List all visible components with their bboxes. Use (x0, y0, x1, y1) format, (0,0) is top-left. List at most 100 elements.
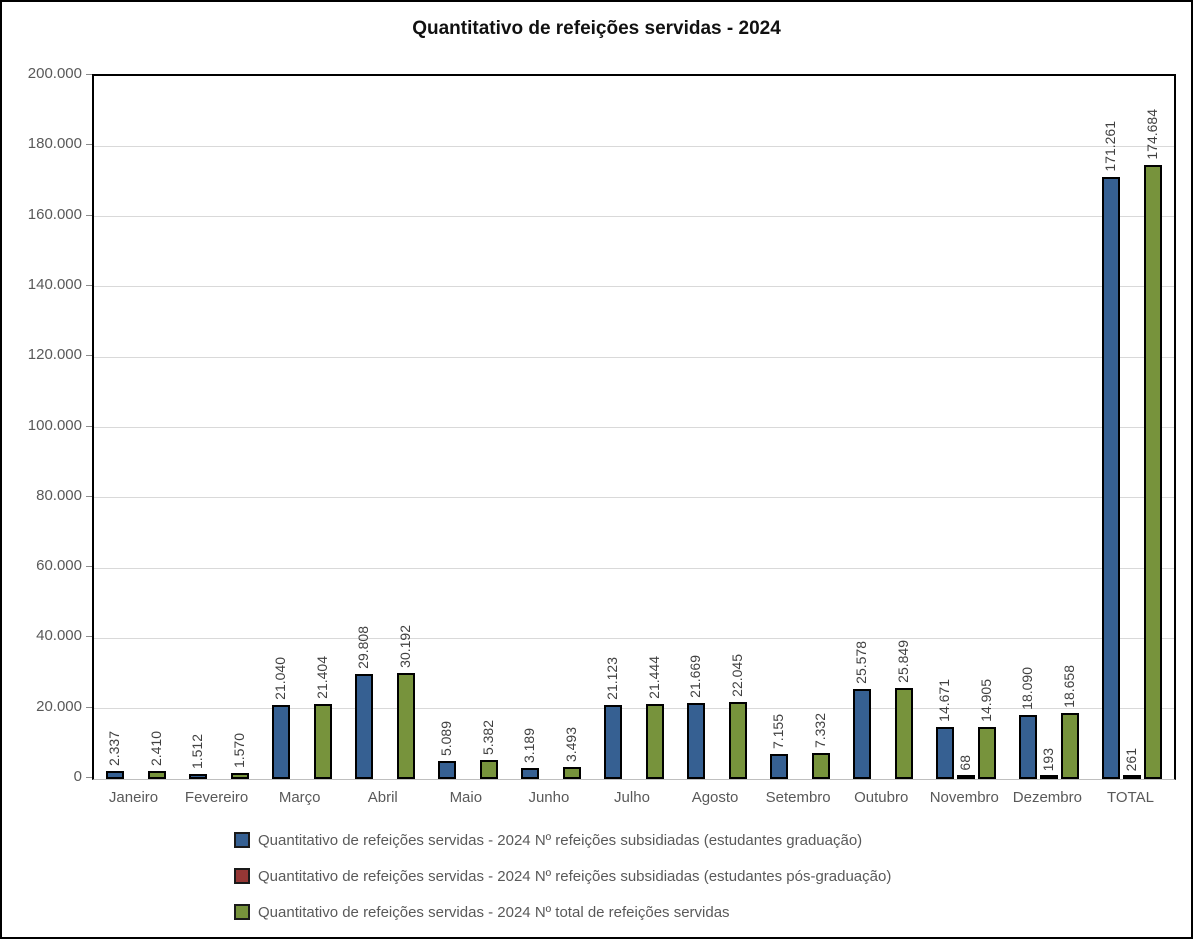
y-axis-label: 120.000 (27, 346, 82, 364)
bar-series-3 (313, 704, 332, 779)
bar-series-3 (646, 704, 664, 779)
legend-label: Quantitativo de refeições servidas - 202… (258, 903, 730, 921)
y-axis-label: 60.000 (36, 557, 82, 575)
data-label: 21.444 (646, 656, 662, 699)
gridline (94, 708, 1174, 710)
y-axis-label: 180.000 (27, 135, 82, 153)
y-axis-tick (86, 355, 92, 357)
legend-item: Quantitativo de refeições servidas - 202… (234, 866, 891, 886)
bar-series-3 (479, 760, 498, 779)
y-axis-tick (86, 495, 92, 497)
x-axis-label: Março (278, 789, 321, 806)
data-label: 25.578 (853, 641, 870, 684)
data-label: 193 (1040, 747, 1057, 771)
bar-series-1 (271, 705, 290, 779)
gridline (94, 497, 1174, 499)
bar-series-1 (770, 754, 789, 779)
bar-series-1 (520, 768, 539, 779)
x-axis-label: Outubro (854, 789, 909, 806)
y-axis-tick (86, 566, 92, 568)
bar-series-1 (1019, 715, 1038, 779)
y-axis-label: 140.000 (27, 275, 82, 293)
bar-series-1 (936, 727, 955, 779)
data-label: 25.849 (895, 640, 912, 683)
gridline (94, 427, 1174, 428)
x-axis-label: Agosto (691, 789, 739, 806)
y-axis-tick (86, 144, 92, 146)
data-label: 5.382 (479, 719, 496, 755)
bar-series-1 (1102, 177, 1121, 779)
bar-series-1 (853, 689, 872, 779)
bar-series-3 (562, 767, 581, 779)
data-label: 261 (1123, 747, 1140, 771)
bar-series-3 (812, 753, 831, 779)
x-axis-label: Janeiro (108, 789, 159, 806)
y-axis-tick (86, 636, 92, 638)
data-label: 3.493 (562, 726, 579, 762)
bar-series-3 (729, 702, 748, 779)
y-axis-tick (86, 74, 92, 75)
bar-series-3 (1061, 713, 1080, 779)
data-label: 174.684 (1144, 109, 1161, 160)
y-axis-tick (86, 706, 92, 708)
bar-series-3 (396, 673, 415, 779)
data-label: 21.123 (604, 657, 620, 700)
legend: Quantitativo de refeições servidas - 202… (234, 830, 891, 937)
bar-series-1 (604, 705, 622, 779)
y-axis-tick (86, 284, 92, 286)
y-axis-tick (86, 425, 92, 427)
gridline (94, 356, 1174, 358)
x-axis-label: Setembro (765, 789, 831, 806)
data-label: 30.192 (396, 625, 413, 668)
data-label: 14.905 (978, 679, 995, 722)
data-label: 2.410 (147, 730, 164, 766)
data-label: 7.155 (770, 713, 787, 749)
bar-series-3 (230, 773, 249, 779)
data-label: 18.090 (1019, 667, 1036, 710)
gridline (94, 286, 1174, 288)
x-axis-label: Maio (449, 789, 483, 806)
y-axis-label: 80.000 (36, 486, 82, 504)
legend-item: Quantitativo de refeições servidas - 202… (234, 830, 891, 850)
data-label: 3.189 (520, 727, 537, 763)
data-label: 29.808 (354, 626, 371, 669)
data-label: 22.045 (729, 654, 746, 697)
x-axis-label: Fevereiro (184, 789, 249, 806)
y-axis-label: 200.000 (27, 65, 82, 82)
legend-item: Quantitativo de refeições servidas - 202… (234, 902, 891, 922)
bar-series-1 (188, 774, 207, 779)
bar-series-1 (105, 771, 124, 779)
data-label: 68 (957, 755, 974, 771)
y-axis-label: 0 (73, 768, 82, 785)
data-label: 7.332 (812, 712, 829, 748)
x-axis-label: Julho (614, 789, 650, 806)
legend-label: Quantitativo de refeições servidas - 202… (258, 831, 863, 849)
bar-series-3 (895, 688, 914, 779)
data-label: 21.669 (687, 655, 704, 698)
data-label: 5.089 (437, 720, 454, 756)
data-label: 171.261 (1102, 121, 1119, 172)
gridline (94, 567, 1174, 569)
legend-label: Quantitativo de refeições servidas - 202… (258, 867, 892, 885)
legend-swatch-series-2 (234, 868, 250, 884)
x-axis-label: TOTAL (1106, 789, 1154, 806)
data-label: 21.040 (271, 657, 288, 700)
y-axis-label: 40.000 (36, 627, 82, 645)
y-axis-tick (86, 777, 92, 778)
gridline (94, 145, 1174, 147)
data-label: 1.512 (188, 733, 205, 769)
bar-series-2 (1123, 775, 1142, 779)
x-axis-label: Dezembro (1012, 789, 1082, 806)
chart-title: Quantitativo de refeições servidas - 202… (412, 18, 781, 39)
data-label: 21.404 (313, 656, 330, 699)
bar-series-2 (1040, 775, 1059, 779)
y-axis-label: 160.000 (27, 205, 82, 223)
bar-series-3 (147, 771, 166, 779)
data-label: 18.658 (1061, 665, 1078, 708)
data-label: 2.337 (105, 730, 122, 766)
bar-series-1 (437, 761, 456, 779)
x-axis-label: Junho (528, 789, 570, 806)
bar-series-3 (1144, 165, 1163, 779)
data-label: 14.671 (936, 679, 953, 722)
